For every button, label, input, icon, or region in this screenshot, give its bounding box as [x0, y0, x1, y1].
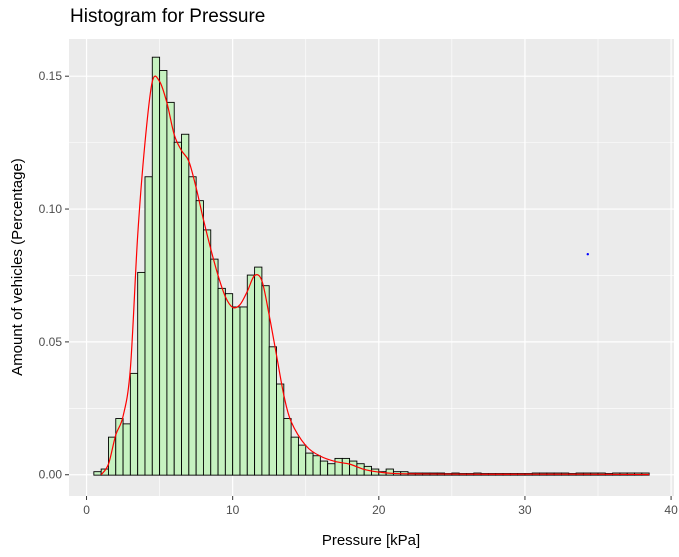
- chart-title: Histogram for Pressure: [70, 6, 266, 27]
- y-axis-title: Amount of vehicles (Percentage): [9, 158, 26, 376]
- histogram-bar: [239, 306, 248, 476]
- y-tick-label: 0.00: [39, 468, 63, 482]
- histogram-bar: [144, 176, 153, 476]
- histogram-bar: [305, 452, 314, 476]
- y-tick-label: 0.10: [39, 202, 63, 216]
- histogram-bar: [232, 306, 241, 476]
- stray-point: [586, 253, 589, 256]
- histogram-bar: [283, 418, 292, 476]
- histogram-bar: [181, 133, 190, 476]
- y-tick-label: 0.15: [39, 69, 63, 83]
- y-tick-label: 0.05: [39, 335, 63, 349]
- y-axis-ticks: 0.00 0.05 0.10 0.15: [39, 69, 69, 482]
- histogram-bar: [122, 423, 131, 476]
- histogram-bar: [202, 229, 212, 476]
- histogram-bar: [254, 266, 263, 476]
- histogram-bar: [151, 56, 161, 476]
- histogram-bar: [268, 346, 277, 476]
- histogram-bar: [327, 463, 336, 476]
- histogram-bar: [210, 258, 219, 476]
- histogram-bar: [246, 274, 256, 476]
- histogram-bar: [261, 285, 270, 476]
- histogram-bar: [290, 436, 299, 476]
- histogram-bar: [312, 455, 321, 476]
- histogram-bar: [297, 444, 307, 476]
- histogram-bar: [166, 101, 175, 476]
- stray-point-layer: [586, 253, 589, 256]
- histogram-bar: [137, 271, 146, 476]
- histogram-bar: [334, 457, 343, 476]
- histogram-bar: [349, 460, 358, 476]
- x-tick-label: 20: [372, 503, 386, 517]
- histogram-bar: [224, 293, 234, 476]
- histogram-bar: [217, 287, 226, 476]
- histogram-bar: [319, 460, 329, 476]
- histogram-bar: [93, 471, 102, 476]
- histogram-bar: [159, 70, 168, 476]
- x-axis-ticks: 0 10 20 30 40: [83, 496, 678, 517]
- x-axis-title: Pressure [kPa]: [322, 532, 420, 549]
- histogram-bar: [173, 141, 182, 476]
- x-tick-label: 0: [83, 503, 90, 517]
- histogram-bar: [129, 372, 139, 476]
- histogram-bar: [341, 457, 351, 476]
- density-curve: [100, 75, 650, 476]
- histogram-bar: [188, 176, 197, 476]
- histogram-bar: [385, 468, 394, 476]
- histogram-bar: [276, 383, 285, 476]
- x-tick-label: 10: [226, 503, 240, 517]
- x-tick-label: 40: [664, 503, 678, 517]
- x-tick-label: 30: [518, 503, 532, 517]
- histogram-bar: [195, 200, 204, 476]
- histogram-bar: [108, 436, 117, 476]
